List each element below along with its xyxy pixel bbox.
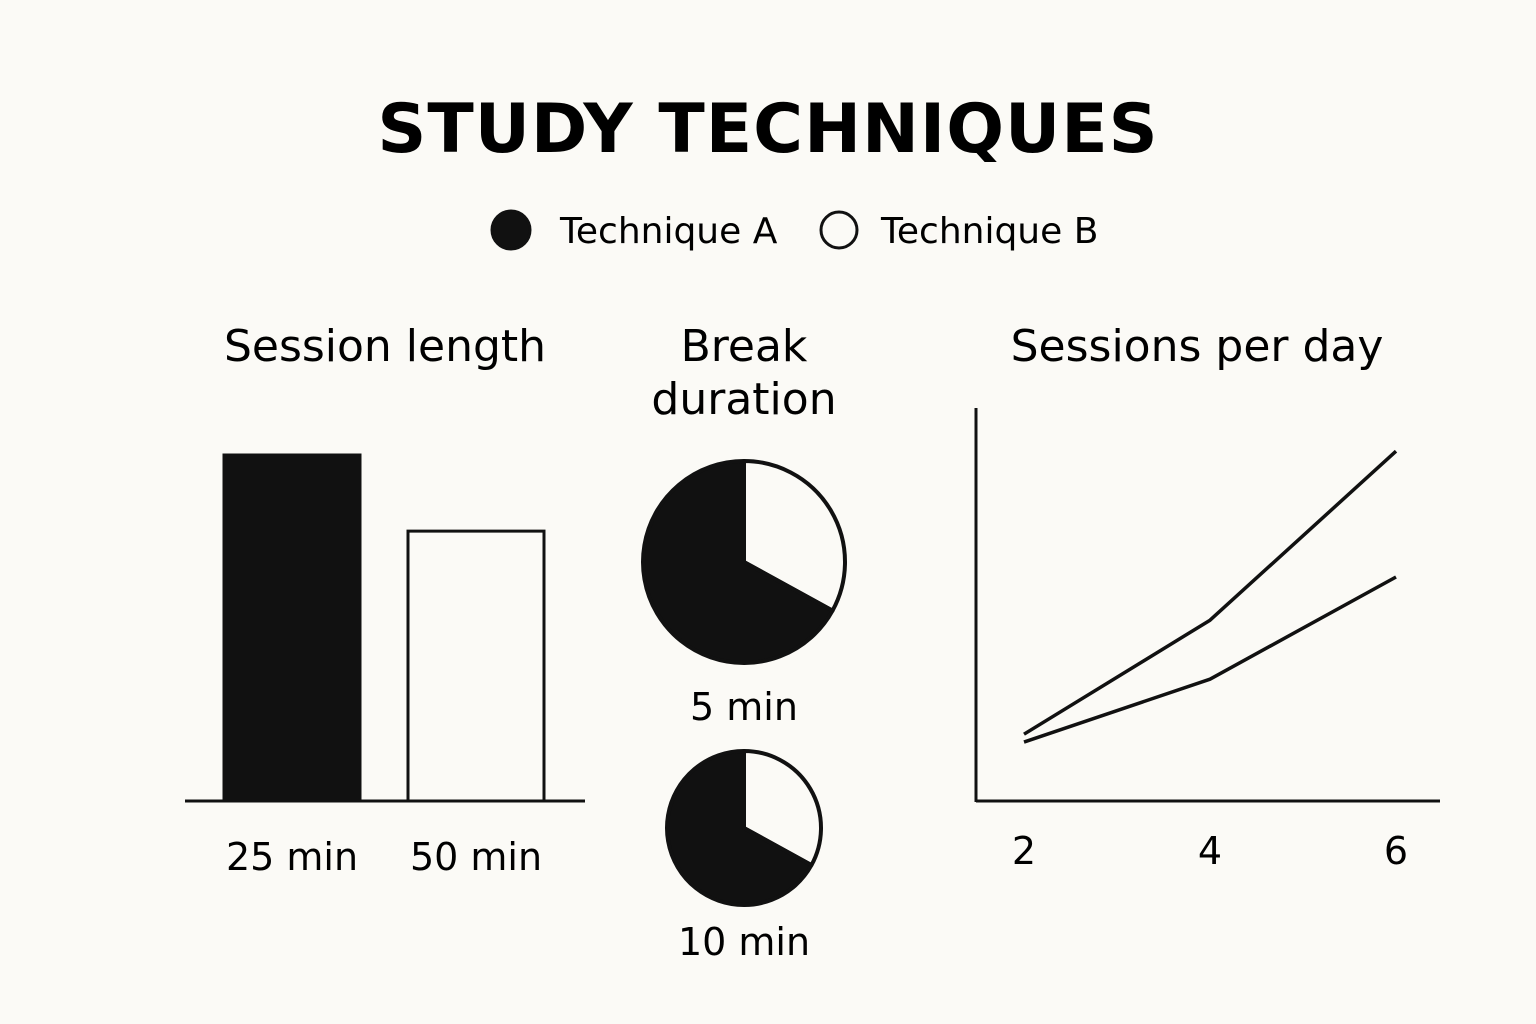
bar-25-min [222, 453, 362, 803]
bar-label-50-min: 50 min [410, 835, 542, 879]
legend-swatch-technique-a [490, 209, 532, 251]
break-duration-panel: Break duration 5 min 10 min [641, 321, 847, 964]
bar-50-min [406, 529, 546, 803]
pie-label-5-min: 5 min [690, 685, 798, 729]
legend-label-technique-a: Technique A [559, 211, 778, 252]
legend: Technique A Technique B [490, 209, 1098, 252]
legend-swatch-technique-b [819, 210, 859, 250]
line-series-2 [1023, 575, 1397, 744]
chart-title: STUDY TECHNIQUES [377, 90, 1158, 169]
pie-label-10-min: 10 min [678, 920, 810, 964]
pie-slice-filled-10-min [665, 749, 814, 907]
sessions-per-day-panel: Sessions per day 2 4 6 [974, 321, 1440, 873]
session-length-title: Session length [224, 321, 546, 372]
x-tick-2: 2 [1012, 829, 1036, 873]
session-length-panel: Session length 25 min 50 min [185, 321, 585, 879]
pie-slice-filled-5-min [641, 459, 835, 665]
x-tick-4: 4 [1198, 829, 1222, 873]
legend-label-technique-b: Technique B [880, 211, 1098, 252]
x-tick-6: 6 [1384, 829, 1408, 873]
break-duration-title-line-1: Break [681, 321, 808, 372]
line-series-1 [1023, 449, 1398, 736]
sessions-per-day-title: Sessions per day [1011, 321, 1384, 372]
bar-label-25-min: 25 min [226, 835, 358, 879]
pie-slice-outline-5-min [742, 459, 847, 613]
break-duration-title-line-2: duration [651, 374, 836, 425]
